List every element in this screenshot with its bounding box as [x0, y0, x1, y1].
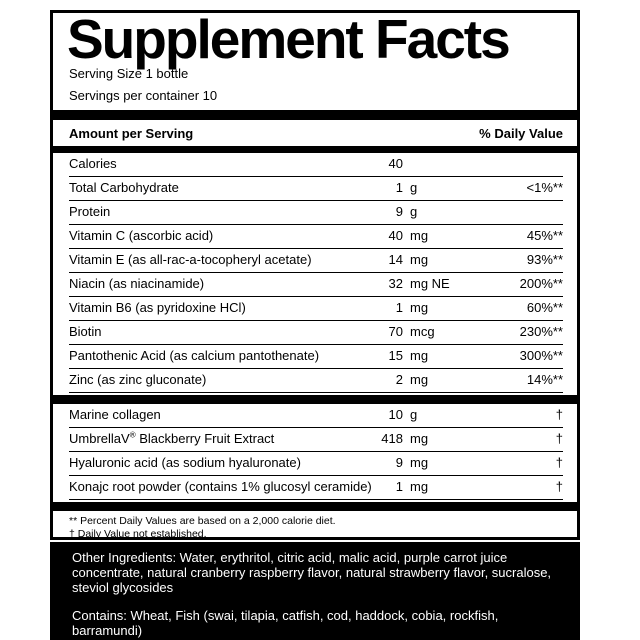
table-row: Vitamin C (ascorbic acid) 40 mg 45%** — [69, 225, 563, 249]
table-row: UmbrellaV® Blackberry Fruit Extract 418 … — [69, 428, 563, 452]
daily-value-footnote: ** Percent Daily Values are based on a 2… — [69, 515, 336, 527]
supplement-facts-title: Supplement Facts — [67, 10, 511, 70]
nutrient-name: Biotin — [69, 324, 102, 339]
nutrient-unit: mg — [410, 455, 429, 470]
other-ingredients-text: Other Ingredients: Water, erythritol, ci… — [72, 550, 552, 595]
thick-separator-bar — [53, 395, 577, 404]
nutrient-name: Total Carbohydrate — [69, 180, 179, 195]
nutrient-unit: mg — [410, 479, 429, 494]
nutrient-amount: 418 — [381, 431, 403, 446]
nutrient-daily-value: 14%** — [526, 372, 563, 387]
supplement-facts-panel: Supplement Facts Serving Size 1 bottle S… — [50, 10, 580, 540]
table-row: Total Carbohydrate 1 g <1%** — [69, 177, 563, 201]
nutrient-amount: 40 — [388, 228, 403, 243]
nutrient-daily-value: 60%** — [526, 300, 563, 315]
table-row: Protein 9 g — [69, 201, 563, 225]
nutrient-name: Pantothenic Acid (as calcium pantothenat… — [69, 348, 320, 363]
nutrient-amount: 1 — [395, 300, 403, 315]
table-row: Hyaluronic acid (as sodium hyaluronate) … — [69, 452, 563, 476]
nutrient-daily-value: 230%** — [519, 324, 563, 339]
amount-per-serving-header: Amount per Serving — [69, 125, 194, 141]
allergen-contains-text: Contains: Wheat, Fish (swai, tilapia, ca… — [72, 608, 499, 638]
nutrient-amount: 9 — [395, 204, 403, 219]
table-row: Vitamin B6 (as pyridoxine HCl) 1 mg 60%*… — [69, 297, 563, 321]
nutrient-name: UmbrellaV® Blackberry Fruit Extract — [69, 430, 275, 446]
nutrient-amount: 10 — [388, 407, 403, 422]
footnotes: ** Percent Daily Values are based on a 2… — [69, 515, 563, 540]
nutrient-name: Vitamin E (as all-rac-a-tocopheryl aceta… — [69, 252, 312, 267]
nutrient-daily-value: † — [555, 479, 563, 494]
nutrient-unit: mcg — [410, 324, 435, 339]
nutrient-daily-value: 200%** — [519, 276, 563, 291]
botanical-table: Marine collagen 10 g † UmbrellaV® Blackb… — [69, 404, 563, 500]
serving-size-text: Serving Size 1 bottle — [69, 66, 189, 81]
table-row: Zinc (as zinc gluconate) 2 mg 14%** — [69, 369, 563, 393]
nutrient-daily-value — [476, 201, 563, 224]
nutrient-unit: mg — [410, 348, 429, 363]
table-row: Marine collagen 10 g † — [69, 404, 563, 428]
nutrient-unit: mg — [410, 300, 429, 315]
nutrient-name: Hyaluronic acid (as sodium hyaluronate) — [69, 455, 301, 470]
nutrient-daily-value — [476, 153, 563, 176]
nutrient-name: Marine collagen — [69, 407, 161, 422]
nutrient-unit — [410, 153, 476, 176]
nutrient-amount: 14 — [388, 252, 403, 267]
nutrient-name: Niacin (as niacinamide) — [69, 276, 205, 291]
nutrient-unit: mg — [410, 228, 429, 243]
nutrient-unit: mg — [410, 431, 429, 446]
nutrient-name: Protein — [69, 204, 111, 219]
table-row: Pantothenic Acid (as calcium pantothenat… — [69, 345, 563, 369]
percent-daily-value-header: % Daily Value — [479, 125, 563, 141]
ingredients-panel: Other Ingredients: Water, erythritol, ci… — [50, 542, 580, 640]
nutrient-name: Vitamin B6 (as pyridoxine HCl) — [69, 300, 246, 315]
nutrient-amount: 1 — [395, 180, 403, 195]
nutrient-name: Konajc root powder (contains 1% glucosyl… — [69, 479, 372, 494]
dagger-footnote: † Daily Value not established. — [69, 528, 207, 540]
nutrient-amount: 2 — [395, 372, 403, 387]
nutrient-unit: g — [410, 180, 418, 195]
nutrient-daily-value: † — [555, 455, 563, 470]
nutrient-amount: 9 — [395, 455, 403, 470]
thick-separator-bar — [53, 110, 577, 120]
table-header-row: Amount per Serving % Daily Value — [69, 120, 563, 146]
nutrient-amount: 32 — [388, 276, 403, 291]
nutrient-daily-value: † — [555, 431, 563, 446]
nutrient-name: Vitamin C (ascorbic acid) — [69, 228, 214, 243]
nutrient-unit: mg — [410, 252, 429, 267]
nutrient-unit: mg NE — [410, 276, 450, 291]
thick-separator-bar — [53, 502, 577, 511]
nutrient-unit: g — [410, 204, 418, 219]
nutrient-daily-value: 93%** — [526, 252, 563, 267]
nutrient-daily-value: † — [555, 407, 563, 422]
nutrient-table: Calories 40 Total Carbohydrate 1 g <1%**… — [69, 153, 563, 393]
nutrient-unit: g — [410, 407, 418, 422]
servings-per-container-text: Servings per container 10 — [69, 88, 218, 103]
nutrient-daily-value: 45%** — [526, 228, 563, 243]
nutrient-amount: 1 — [395, 479, 403, 494]
thick-separator-bar — [53, 146, 577, 153]
table-row: Biotin 70 mcg 230%** — [69, 321, 563, 345]
nutrient-name: Zinc (as zinc gluconate) — [69, 372, 207, 387]
nutrient-amount: 40 — [388, 156, 403, 171]
table-row: Konajc root powder (contains 1% glucosyl… — [69, 476, 563, 500]
table-row: Calories 40 — [69, 153, 563, 177]
table-row: Niacin (as niacinamide) 32 mg NE 200%** — [69, 273, 563, 297]
table-row: Vitamin E (as all-rac-a-tocopheryl aceta… — [69, 249, 563, 273]
nutrient-unit: mg — [410, 372, 429, 387]
nutrient-daily-value: <1%** — [526, 180, 564, 195]
nutrient-amount: 15 — [388, 348, 403, 363]
nutrient-daily-value: 300%** — [519, 348, 563, 363]
nutrient-amount: 70 — [388, 324, 403, 339]
nutrient-name: Calories — [69, 156, 117, 171]
